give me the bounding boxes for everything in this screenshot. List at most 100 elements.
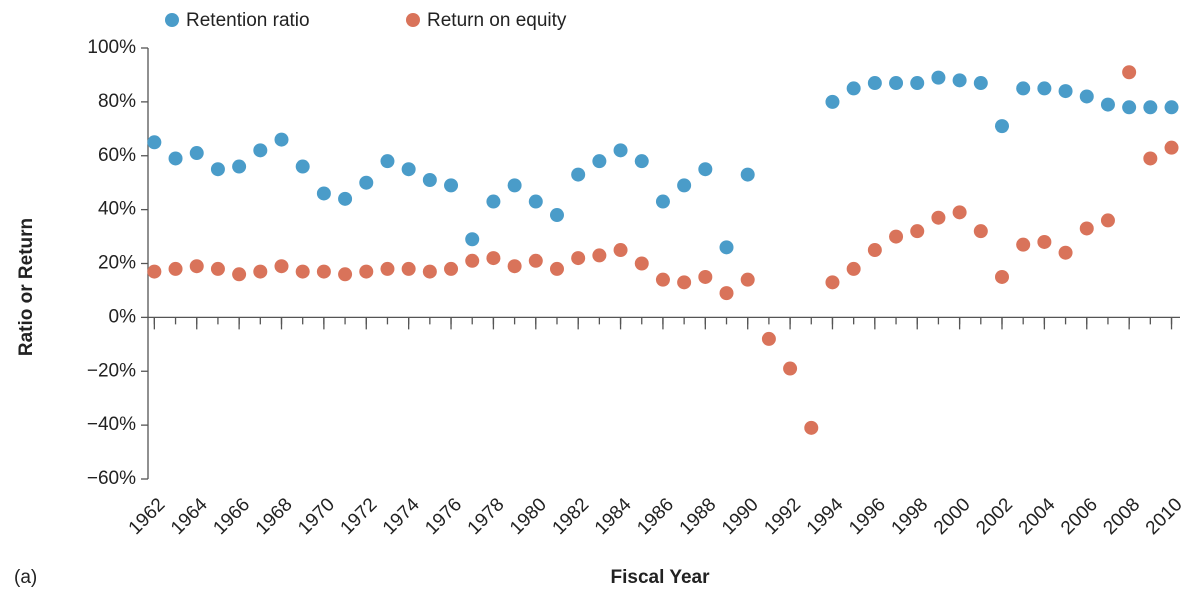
x-tick-label: 1996 xyxy=(845,494,890,539)
legend-marker xyxy=(165,13,179,27)
point xyxy=(783,361,798,376)
point xyxy=(359,264,374,279)
point xyxy=(973,224,988,239)
point xyxy=(168,261,183,276)
point xyxy=(846,261,861,276)
x-tick-label: 1976 xyxy=(421,494,466,539)
point xyxy=(274,259,289,274)
point xyxy=(274,132,289,147)
x-tick-label: 1972 xyxy=(337,494,382,539)
x-tick-label: 1980 xyxy=(506,494,551,539)
point xyxy=(910,224,925,239)
x-tick-label: 1982 xyxy=(549,494,594,539)
point xyxy=(889,229,904,244)
y-tick-label: −40% xyxy=(87,414,136,435)
point xyxy=(295,159,310,174)
x-tick-label: 1984 xyxy=(591,494,636,539)
point xyxy=(232,267,247,282)
point xyxy=(444,178,459,193)
point xyxy=(401,261,416,276)
point xyxy=(1016,81,1031,96)
point xyxy=(952,205,967,220)
point xyxy=(1037,81,1052,96)
point xyxy=(507,259,522,274)
point xyxy=(1100,97,1115,112)
point xyxy=(804,420,819,435)
point xyxy=(698,269,713,284)
point xyxy=(825,275,840,290)
point xyxy=(528,194,543,209)
point xyxy=(1143,151,1158,166)
point xyxy=(613,243,628,258)
point xyxy=(210,162,225,177)
point xyxy=(253,264,268,279)
x-tick-label: 2004 xyxy=(1015,494,1060,539)
point xyxy=(189,146,204,161)
point xyxy=(528,253,543,268)
y-tick-label: 0% xyxy=(109,306,137,327)
point xyxy=(507,178,522,193)
x-tick-label: 2010 xyxy=(1142,494,1185,539)
legend-label: Retention ratio xyxy=(186,10,310,31)
point xyxy=(994,269,1009,284)
point xyxy=(486,194,501,209)
point xyxy=(147,264,162,279)
legend-marker xyxy=(406,13,420,27)
point xyxy=(168,151,183,166)
x-tick-label: 1986 xyxy=(633,494,678,539)
point xyxy=(1016,237,1031,252)
point xyxy=(973,76,988,91)
point xyxy=(232,159,247,174)
point xyxy=(994,119,1009,134)
x-tick-label: 1978 xyxy=(464,494,509,539)
x-tick-label: 1998 xyxy=(888,494,933,539)
point xyxy=(655,272,670,287)
x-tick-label: 1992 xyxy=(760,494,805,539)
point xyxy=(1122,100,1137,115)
point xyxy=(486,251,501,266)
point xyxy=(401,162,416,177)
point xyxy=(1058,84,1073,99)
y-tick-label: 40% xyxy=(98,199,136,220)
point xyxy=(338,191,353,206)
x-tick-label: 1966 xyxy=(209,494,254,539)
point xyxy=(1079,89,1094,104)
point xyxy=(655,194,670,209)
point xyxy=(253,143,268,158)
point xyxy=(549,208,564,223)
x-tick-label: 2008 xyxy=(1099,494,1144,539)
y-tick-label: 100% xyxy=(87,37,136,58)
point xyxy=(846,81,861,96)
point xyxy=(931,210,946,225)
point xyxy=(549,261,564,276)
y-axis-label: Ratio or Return xyxy=(16,218,37,356)
point xyxy=(210,261,225,276)
point xyxy=(1079,221,1094,236)
point xyxy=(592,154,607,169)
point xyxy=(338,267,353,282)
point xyxy=(910,76,925,91)
y-tick-label: 60% xyxy=(98,145,136,166)
point xyxy=(465,232,480,247)
point xyxy=(592,248,607,263)
point xyxy=(825,94,840,109)
point xyxy=(1143,100,1158,115)
point xyxy=(189,259,204,274)
x-axis-label: Fiscal Year xyxy=(611,567,711,588)
x-tick-label: 1964 xyxy=(167,494,212,539)
point xyxy=(1164,140,1179,155)
y-tick-label: 80% xyxy=(98,91,136,112)
point xyxy=(1100,213,1115,228)
point xyxy=(634,256,649,271)
point xyxy=(889,76,904,91)
x-tick-label: 1988 xyxy=(676,494,721,539)
point xyxy=(719,286,734,301)
point xyxy=(952,73,967,88)
point xyxy=(1122,65,1137,80)
x-tick-label: 2000 xyxy=(930,494,975,539)
point xyxy=(444,261,459,276)
legend-label: Return on equity xyxy=(427,10,567,31)
point xyxy=(613,143,628,158)
point xyxy=(380,261,395,276)
